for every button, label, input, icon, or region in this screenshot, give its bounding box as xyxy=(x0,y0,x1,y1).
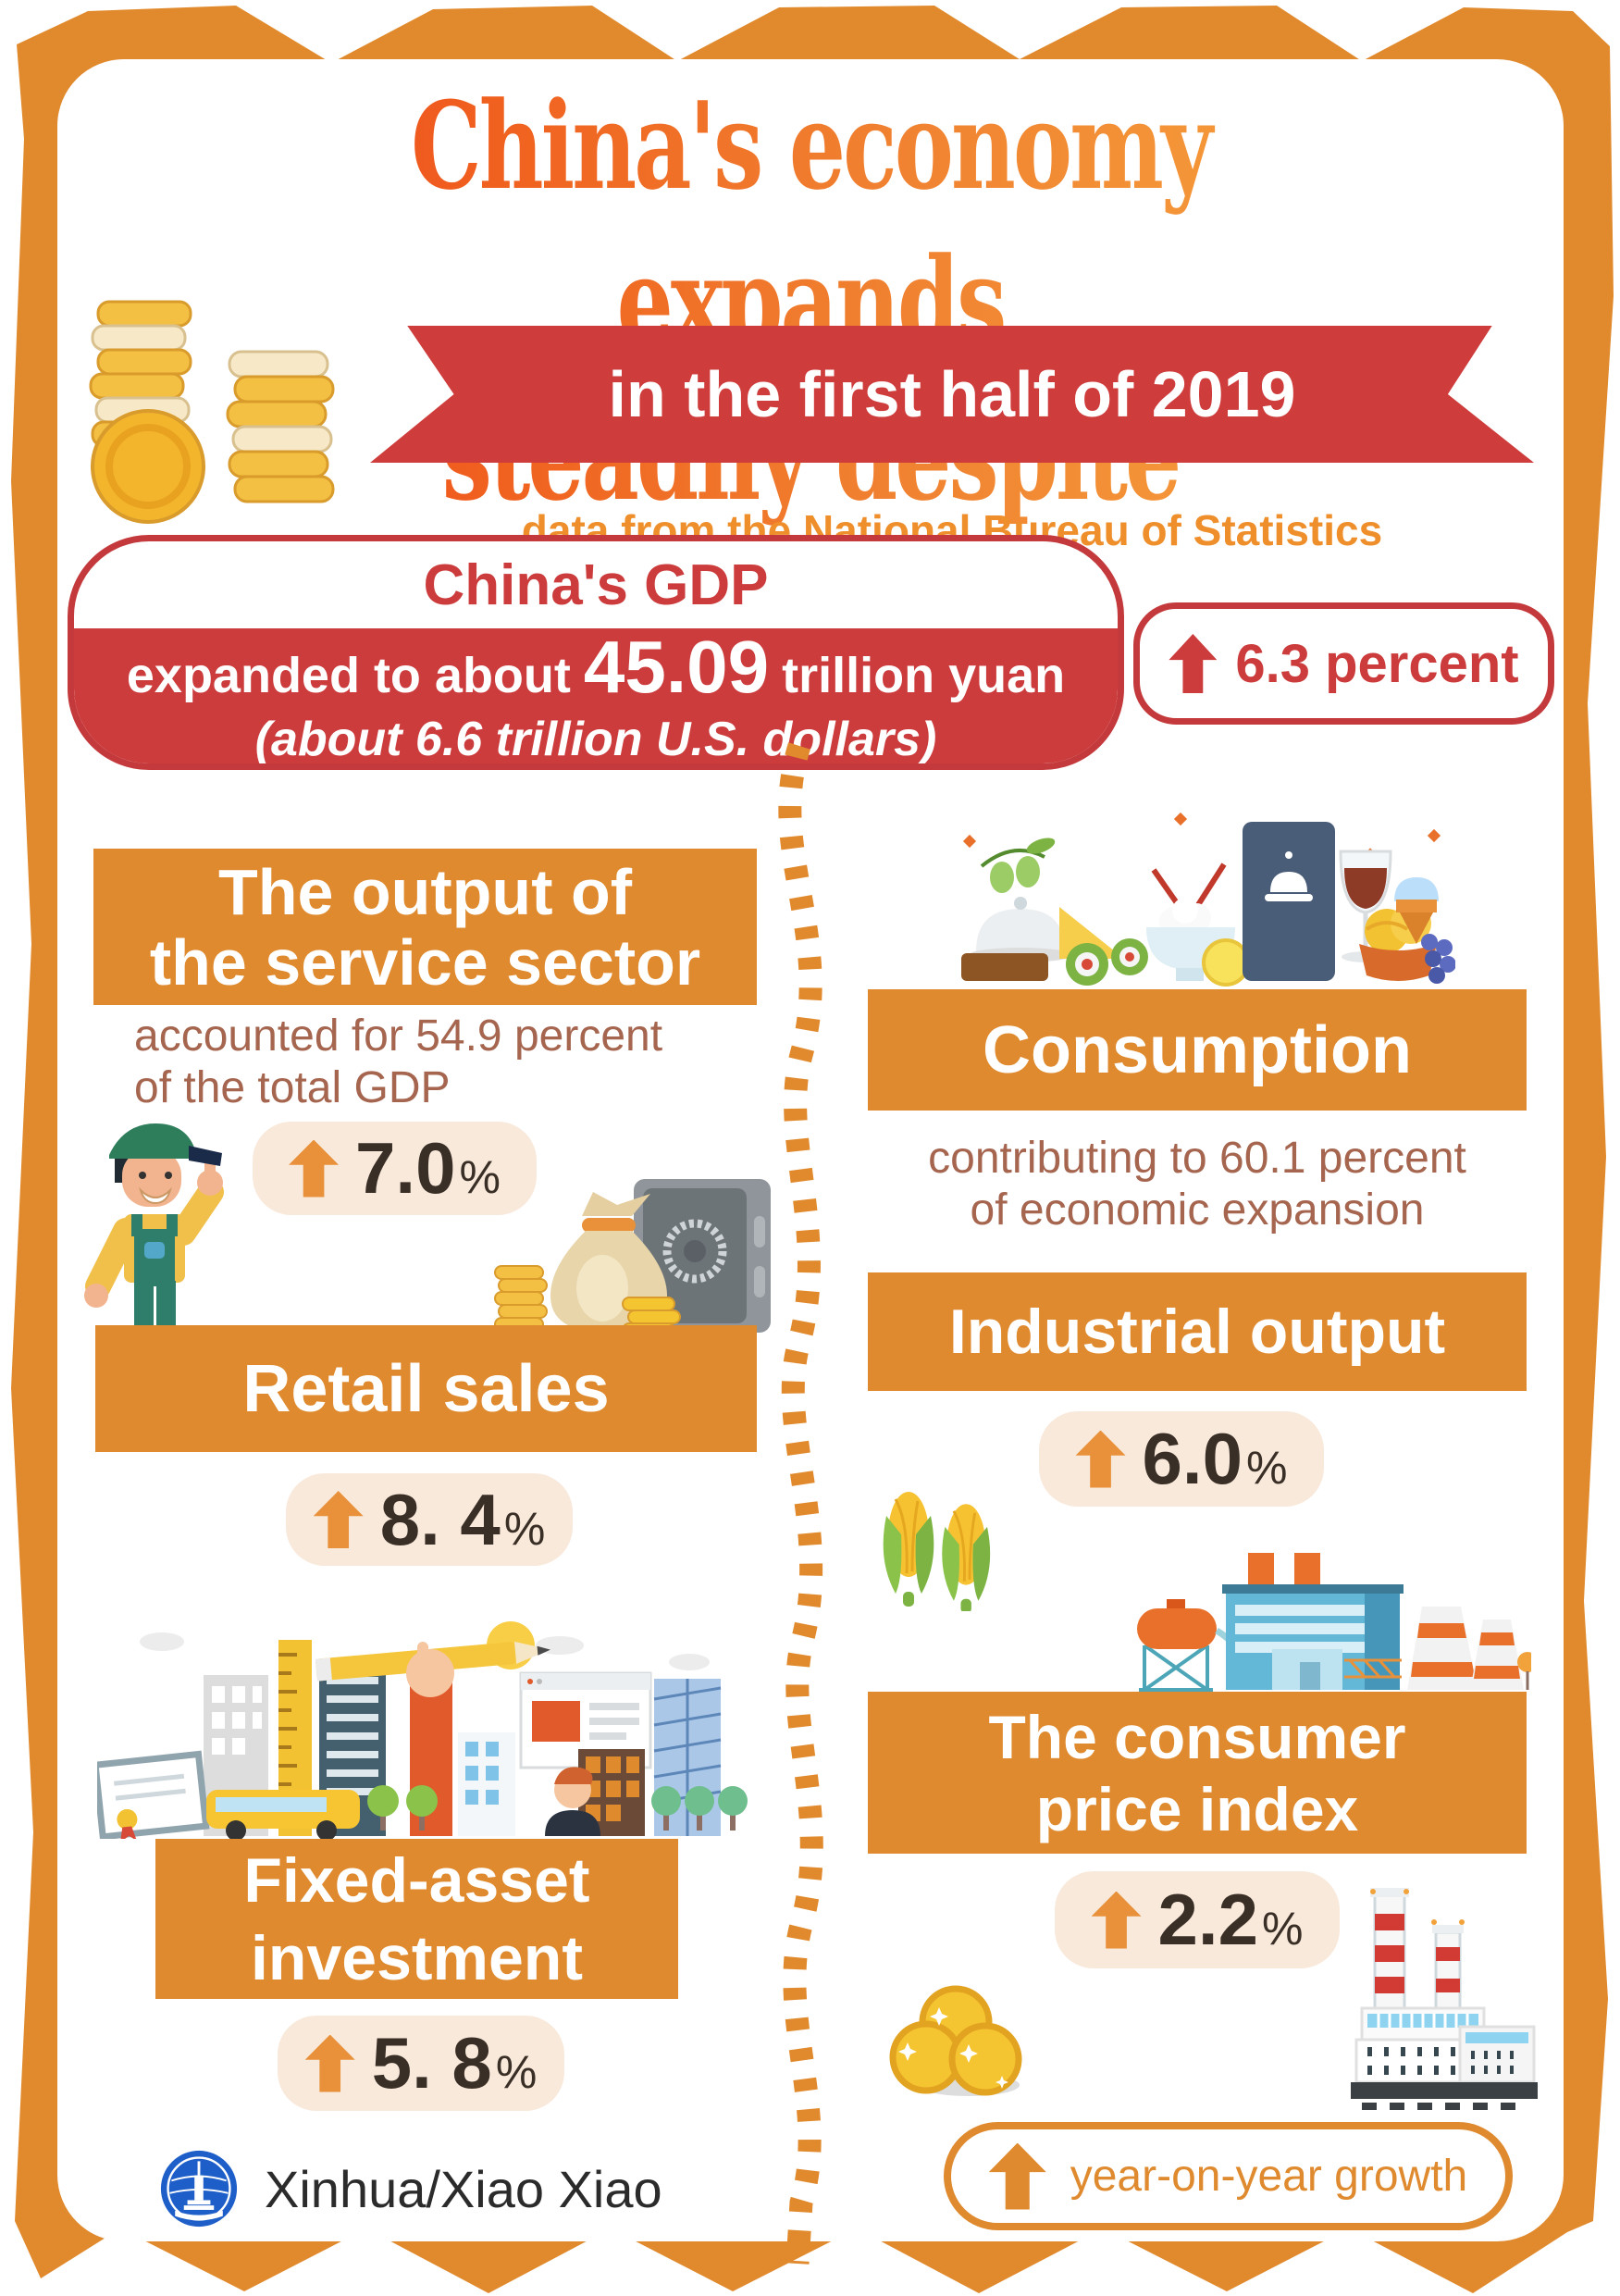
industrial-output-title: Industrial output xyxy=(948,1297,1446,1367)
up-arrow-icon xyxy=(304,2034,355,2092)
cpi-title-line1: The consumer xyxy=(988,1702,1406,1771)
gdp-line1-suffix: trillion yuan xyxy=(782,648,1066,703)
fixed-asset-growth-badge: 5. 8% xyxy=(278,2016,564,2111)
ribbon-label: in the first half of 2019 xyxy=(608,358,1296,430)
sushi-rolls xyxy=(1066,938,1148,986)
credit-line: Xinhua/Xiao Xiao xyxy=(265,2149,838,2228)
industrial-output-box: Industrial output xyxy=(868,1272,1527,1391)
safe xyxy=(634,1179,771,1333)
corn-cob-1 xyxy=(883,1492,934,1607)
ice-cream xyxy=(1394,877,1439,944)
retail-growth-value: 8. 4 xyxy=(379,1478,501,1560)
service-growth-unit: % xyxy=(459,1151,501,1203)
gdp-growth-box: 6.3 percent xyxy=(1133,602,1554,725)
cheese-wedge xyxy=(1059,907,1124,959)
chimney-2 xyxy=(1431,1919,1465,2010)
power-plant-illustration xyxy=(1351,1888,1538,2110)
legend-pill: year-on-year growth xyxy=(944,2122,1513,2230)
grapes xyxy=(1421,934,1455,984)
up-arrow-icon xyxy=(1091,1891,1142,1949)
fixed-asset-title-line2: investment xyxy=(251,1922,583,1993)
gdp-value: 45.09 xyxy=(583,626,770,708)
consumption-desc-line2: of economic expansion xyxy=(970,1185,1425,1235)
retail-sales-title: Retail sales xyxy=(242,1351,610,1426)
cloche xyxy=(969,897,1072,962)
service-growth-value: 7.0 xyxy=(355,1127,456,1209)
lemon-slice xyxy=(1202,938,1250,987)
xinhua-logo xyxy=(160,2150,238,2228)
service-sector-desc: accounted for 54.9 percent of the total … xyxy=(134,1011,763,1114)
school-bus xyxy=(206,1790,360,1839)
gdp-detail: expanded to about 45.09 trillion yuan (a… xyxy=(74,626,1118,763)
industrial-growth-value: 6.0 xyxy=(1142,1418,1243,1499)
gdp-heading: China's GDP xyxy=(423,552,769,617)
chimney-1 xyxy=(1370,1888,1409,2010)
cpi-title-line2: price index xyxy=(1035,1774,1359,1843)
up-arrow-icon xyxy=(313,1491,364,1548)
corn-illustration xyxy=(883,1492,991,1611)
food-illustration xyxy=(961,813,1455,987)
service-desc-line2: of the total GDP xyxy=(134,1063,451,1112)
industrial-growth-badge: 6.0% xyxy=(1039,1411,1324,1507)
retail-sales-box: Retail sales xyxy=(95,1325,757,1452)
cpi-growth-unit: % xyxy=(1261,1903,1304,1955)
entrance xyxy=(1272,1649,1402,1690)
fixed-asset-growth-unit: % xyxy=(495,2046,538,2098)
consumption-desc-line1: contributing to 60.1 percent xyxy=(928,1134,1466,1183)
coin-stack-right xyxy=(226,350,335,503)
service-growth-badge: 7.0% xyxy=(253,1122,537,1215)
up-arrow-icon xyxy=(1075,1430,1126,1488)
big-coin xyxy=(91,409,205,524)
industrial-growth-unit: % xyxy=(1245,1442,1288,1494)
certificate xyxy=(97,1750,210,1839)
cpi-growth-badge: 2.2% xyxy=(1055,1871,1340,1968)
service-desc-line1: accounted for 54.9 percent xyxy=(134,1011,663,1061)
consumption-title: Consumption xyxy=(983,1012,1412,1087)
corn-cob-2 xyxy=(942,1504,991,1611)
fixed-asset-box: Fixed-asset investment xyxy=(155,1839,678,1999)
trees xyxy=(367,1785,748,1831)
money-safe-illustration xyxy=(494,1179,771,1336)
gdp-usd-equivalent: (about 6.6 trillion U.S. dollars) xyxy=(254,713,937,766)
service-sector-title-line1: The output of xyxy=(217,855,633,928)
bread xyxy=(961,953,1048,981)
service-sector-title-line2: the service sector xyxy=(149,925,701,999)
city-construction-illustration xyxy=(97,1621,748,1839)
legend-label: year-on-year growth xyxy=(1070,2152,1468,2201)
cooling-towers xyxy=(1407,1607,1524,1690)
fixed-asset-title-line1: Fixed-asset xyxy=(243,1844,590,1916)
person xyxy=(545,1767,600,1836)
cpi-growth-value: 2.2 xyxy=(1157,1879,1258,1960)
service-sector-box: The output of the service sector xyxy=(93,849,757,1005)
factory-illustration xyxy=(1137,1553,1531,1692)
olives xyxy=(980,838,1056,893)
coin-stack xyxy=(494,1265,548,1332)
coin-stacks-illustration xyxy=(89,300,335,524)
retail-growth-unit: % xyxy=(503,1502,546,1555)
gdp-box: China's GDP expanded to about 45.09 tril… xyxy=(68,535,1124,770)
gold-coins-illustration xyxy=(889,1985,1022,2096)
tank xyxy=(1137,1599,1244,1692)
retail-growth-badge: 8. 4% xyxy=(286,1473,573,1566)
coffee-machine xyxy=(1243,822,1335,981)
consumption-box: Consumption xyxy=(868,989,1527,1111)
gdp-growth-label: 6.3 percent xyxy=(1235,633,1519,694)
cpi-box: The consumer price index xyxy=(868,1692,1527,1854)
ribbon-banner: in the first half of 2019 xyxy=(370,326,1534,463)
fixed-asset-growth-value: 5. 8 xyxy=(371,2022,492,2104)
up-arrow-icon xyxy=(988,2142,1046,2210)
up-arrow-icon xyxy=(289,1139,340,1198)
credit-text: Xinhua/Xiao Xiao xyxy=(265,2159,662,2218)
gdp-line1-prefix: expanded to about xyxy=(126,648,571,703)
consumption-desc: contributing to 60.1 percent of economic… xyxy=(868,1133,1527,1236)
